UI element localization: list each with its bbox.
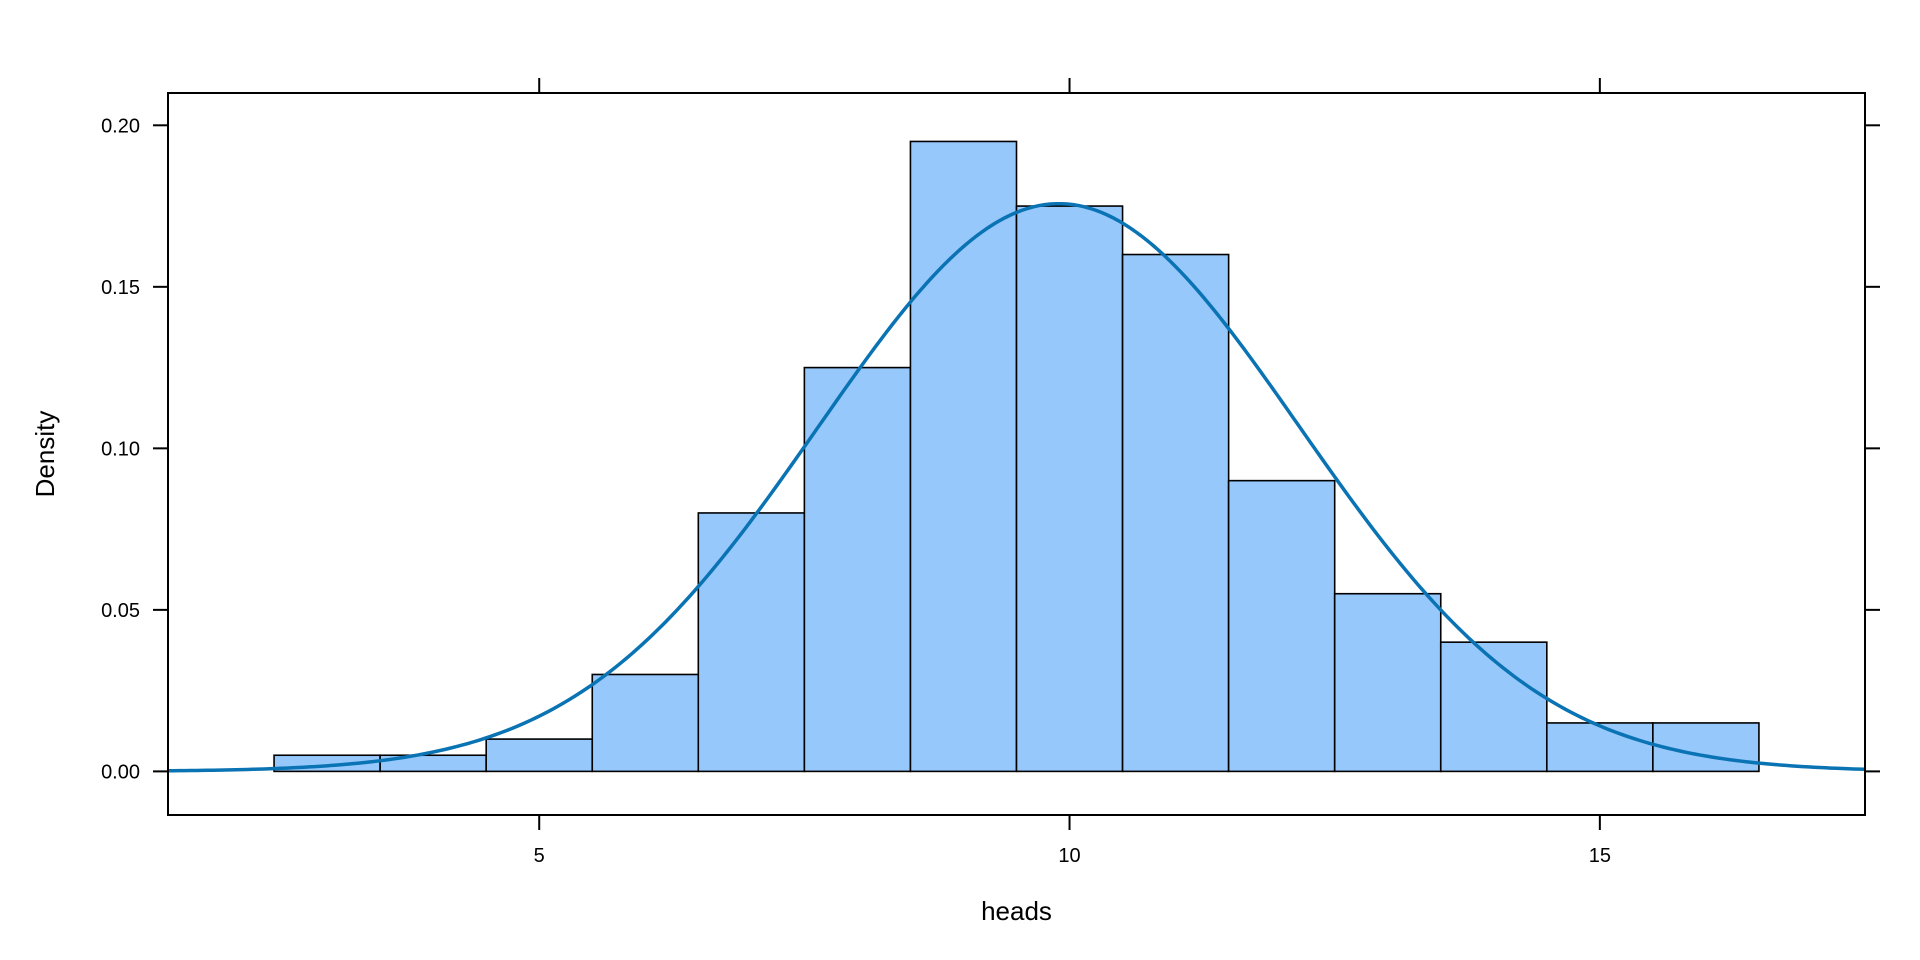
- y-axis-label: Density: [30, 411, 60, 498]
- histogram-bar: [909, 140, 1018, 773]
- y-tick-label: 0.05: [101, 600, 140, 622]
- y-tick-label: 0.10: [101, 438, 140, 460]
- x-axis-ticks: 5 10 15: [534, 78, 1611, 867]
- plot-frame: [167, 92, 1866, 816]
- x-axis-label: heads: [981, 896, 1052, 926]
- histogram-bar: [1333, 592, 1442, 773]
- y-tick-label: 0.00: [101, 761, 140, 783]
- histogram-bar: [1227, 479, 1336, 773]
- histogram-bar: [485, 738, 594, 773]
- histogram-bar: [697, 512, 806, 773]
- y-tick-label: 0.15: [101, 277, 140, 299]
- histogram-bars: [273, 140, 1760, 773]
- histogram-bar: [803, 366, 912, 773]
- histogram-bar: [1015, 205, 1124, 773]
- histogram-bar: [1121, 253, 1230, 773]
- histogram-bar: [1546, 722, 1654, 773]
- histogram-bar: [1652, 722, 1760, 773]
- histogram-bar: [591, 673, 700, 773]
- histogram-bar: [1439, 641, 1548, 773]
- x-tick-label: 5: [534, 845, 545, 867]
- density-curve: [167, 201, 1866, 773]
- x-tick-label: 15: [1589, 845, 1611, 867]
- y-axis-ticks: 0.00 0.05 0.10 0.15 0.20: [101, 115, 1880, 783]
- y-tick-label: 0.20: [101, 115, 140, 137]
- x-tick-label: 10: [1058, 845, 1080, 867]
